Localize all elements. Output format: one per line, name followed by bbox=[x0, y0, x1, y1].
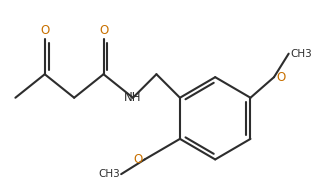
Text: O: O bbox=[133, 153, 142, 166]
Text: O: O bbox=[99, 24, 108, 38]
Text: CH3: CH3 bbox=[98, 169, 120, 179]
Text: O: O bbox=[276, 71, 285, 84]
Text: CH3: CH3 bbox=[290, 49, 311, 59]
Text: O: O bbox=[40, 24, 49, 38]
Text: NH: NH bbox=[124, 91, 142, 104]
